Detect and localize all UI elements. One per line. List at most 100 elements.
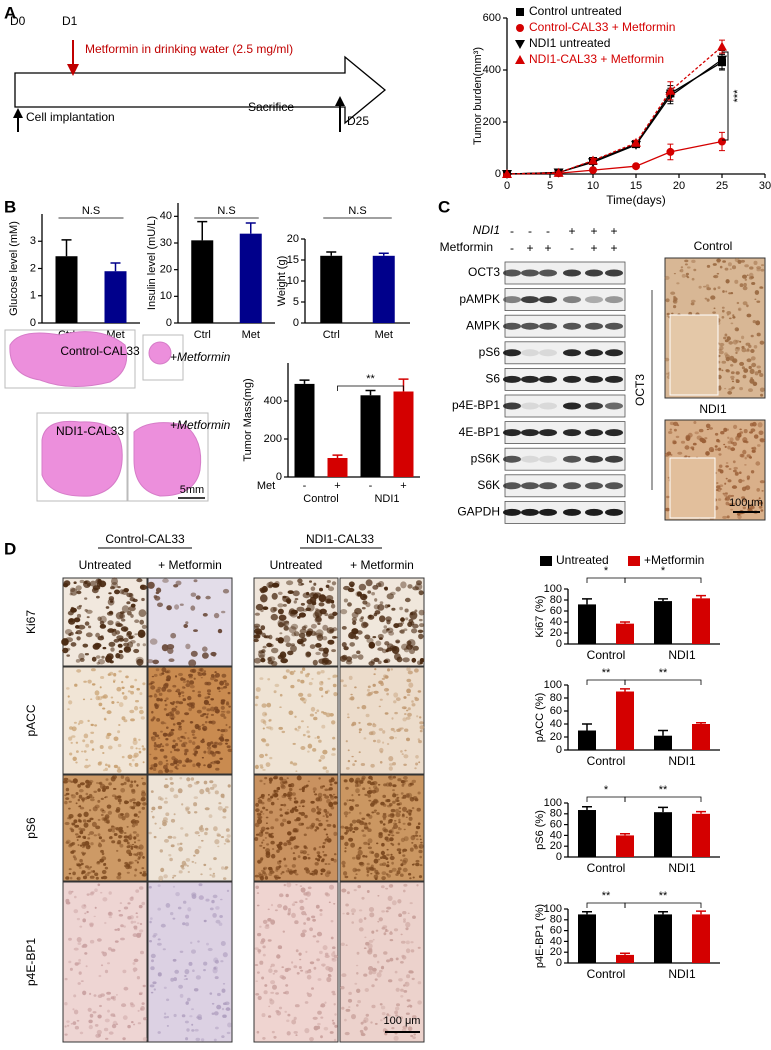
histology-texture [313,869,318,874]
histology-texture [730,376,734,379]
histology-texture [161,687,166,692]
histology-texture [401,934,403,936]
histology-texture [80,580,85,583]
histology-texture [178,907,182,910]
histology-texture [142,807,145,810]
histology-texture [759,373,763,377]
histology-texture [185,915,189,919]
histology-texture [400,989,404,992]
column-header: + Metformin [350,558,414,572]
histology-texture [666,298,670,302]
histology-texture [331,753,336,756]
histology-texture [302,805,305,807]
histology-texture [676,282,679,284]
blot-band [605,456,623,463]
histology-texture [66,788,69,792]
histology-texture [400,629,405,634]
histology-texture [356,819,361,823]
histology-texture [403,984,406,986]
histology-texture [273,607,277,611]
histology-texture [229,706,231,708]
histology-texture [372,781,377,785]
histology-texture [156,698,160,702]
histology-texture [94,994,97,997]
histology-texture [82,853,85,856]
histology-texture [157,603,163,608]
histology-texture [79,605,82,607]
histology-texture [96,782,99,784]
y-tick-label: 0 [166,317,172,329]
histology-texture [151,959,154,962]
histology-texture [702,440,707,443]
histology-texture [400,859,403,861]
histology-texture [359,812,361,815]
y-axis-label: Insulin level (mU/L) [146,216,158,310]
histology-texture [420,842,423,844]
histology-texture [364,827,369,830]
histology-texture [194,988,199,991]
histology-texture [364,917,367,920]
y-tick-label: 100 [544,583,562,595]
blot-band [605,482,623,489]
histology-texture [138,739,140,741]
histology-texture [309,682,313,685]
histology-texture [221,866,224,870]
histology-texture [260,658,265,663]
histology-texture [418,738,420,740]
histology-texture [334,1025,337,1028]
histology-texture [306,891,311,896]
histology-texture [135,700,139,702]
histology-texture [137,643,140,647]
histology-texture [328,613,335,618]
histology-texture [331,778,334,780]
histology-texture [382,827,386,831]
histology-texture [75,962,79,965]
histology-texture [157,943,162,946]
histology-texture [418,630,424,633]
histology-texture [84,597,87,599]
histology-texture [136,801,141,806]
histology-texture [398,867,402,870]
histology-texture [87,720,89,722]
histology-texture [398,828,402,831]
histology-texture [398,843,401,846]
histology-texture [99,859,104,863]
histology-texture [141,633,145,636]
histology-texture [274,776,278,779]
histology-texture [751,470,754,473]
histology-texture [408,913,410,914]
histology-texture [279,632,282,634]
y-tick-label: 100 [544,797,562,809]
histology-texture [333,903,335,905]
histology-texture [722,290,725,293]
histology-texture [272,1031,275,1033]
histology-texture [757,444,761,447]
histology-texture [196,1038,201,1041]
histology-texture [98,884,101,887]
treatment-label: Met [257,480,275,492]
histology-texture [361,1033,366,1036]
histology-texture [188,702,193,707]
histology-texture [255,704,258,707]
histology-texture [151,811,153,812]
histology-texture [367,874,369,877]
histology-texture [116,635,123,640]
histology-texture [98,994,103,998]
histology-texture [670,454,672,456]
histology-texture [725,354,730,359]
histology-texture [189,962,193,966]
histology-texture [332,958,337,962]
histology-texture [735,472,739,476]
histology-texture [718,368,721,371]
histology-texture [99,1005,102,1007]
histology-texture [127,611,132,616]
histology-texture [370,783,372,785]
histology-texture [400,750,403,753]
histology-texture [192,741,195,745]
histology-texture [160,749,164,752]
inset-frame [670,458,715,518]
histology-texture [166,713,169,716]
histology-texture [309,580,312,582]
histology-texture [123,839,128,842]
histology-texture [197,726,200,728]
